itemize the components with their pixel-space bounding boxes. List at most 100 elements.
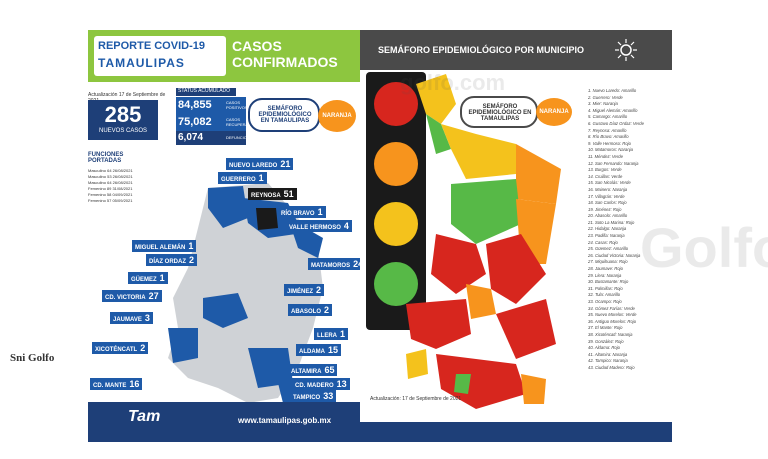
list-item: 12. San Fernando: Naranja bbox=[588, 160, 639, 166]
list-item: 32. Tula: Amarillo bbox=[588, 292, 621, 298]
city-name: CD. VICTORIA bbox=[105, 295, 146, 301]
city-count: 1 bbox=[317, 207, 323, 217]
city-name: NUEVO LAREDO bbox=[229, 163, 278, 169]
list-item: 1. Nuevo Laredo: Amarillo bbox=[588, 88, 637, 93]
list-item: 16. Mainero: Naranja bbox=[588, 186, 628, 192]
list-item: 2. Guerrero: Verde bbox=[588, 94, 623, 100]
map-muni-green-gomezfarias bbox=[454, 374, 471, 394]
semaforo-box: SEMÁFORO EPIDEMIOLÓGICO EN TAMAULIPAS bbox=[248, 98, 320, 132]
list-item: 13. Burgos: Verde bbox=[588, 167, 622, 173]
city-name: RÍO BRAVO bbox=[281, 211, 315, 217]
map-region-reynosa-highlight bbox=[256, 208, 278, 230]
naranja-badge: NARANJA bbox=[536, 98, 572, 126]
stat-number: 84,855 bbox=[178, 99, 212, 111]
list-item: 20. Abasolo: Amarillo bbox=[588, 213, 628, 219]
city-label-aldama: ALDAMA 15 bbox=[296, 344, 342, 356]
list-item: 9. Valle Hermoso: Rojo bbox=[588, 140, 631, 146]
city-count: 51 bbox=[283, 189, 294, 199]
semaforo-text: SEMÁFORO EPIDEMIOLÓGICO EN TAMAULIPAS bbox=[468, 104, 532, 122]
list-item: 17. Villagrán: Verde bbox=[588, 193, 625, 199]
city-name: CD. MADERO bbox=[295, 383, 334, 389]
city-label-guerrero: GUERRERO 1 bbox=[218, 172, 267, 184]
list-item: 22. Hidalgo: Naranja bbox=[588, 226, 627, 232]
map-muni-red-center bbox=[486, 234, 546, 304]
list-item: 39. González: Rojo bbox=[588, 338, 624, 344]
city-count: 16 bbox=[129, 379, 140, 389]
city-name: CD. MANTE bbox=[93, 383, 127, 389]
city-label-nuevo-laredo: NUEVO LAREDO 21 bbox=[226, 158, 294, 170]
deaths-row: Masculino 64 26/08/2021 bbox=[88, 180, 133, 185]
city-label-matamoros: MATAMOROS24 bbox=[308, 258, 360, 270]
city-label-miguel-aleman: MIGUEL ALEMÁN 1 bbox=[132, 240, 197, 252]
city-label-valle-hermoso: VALLE HERMOSO 4 bbox=[286, 220, 352, 232]
municipality-semaforo-map bbox=[406, 74, 561, 409]
city-count: 21 bbox=[280, 159, 291, 169]
city-count: 2 bbox=[140, 343, 146, 353]
map-muni-red-southwest bbox=[406, 299, 471, 349]
corner-logo: Sni Golfo bbox=[10, 346, 110, 376]
city-count: 3 bbox=[144, 313, 150, 323]
list-item: 23. Padilla: Naranja bbox=[588, 233, 625, 239]
list-item: 40. Aldama: Rojo bbox=[588, 345, 620, 351]
map-muni-green-north bbox=[426, 114, 451, 154]
map-muni-orange-matamoros bbox=[516, 144, 561, 204]
city-count: 4 bbox=[343, 221, 349, 231]
list-item: 5. Camargo: Amarillo bbox=[588, 114, 628, 120]
map-region-victoria bbox=[203, 293, 248, 328]
city-label-cd-victoria: CD. VICTORIA 27 bbox=[102, 290, 162, 302]
list-item: 31. Palmillas: Rojo bbox=[588, 285, 623, 291]
list-item: 35. Nuevo Morelos: Verde bbox=[588, 312, 637, 318]
status-label: STATUS ACUMULADO bbox=[176, 88, 236, 96]
list-item: 14. Cruillas: Verde bbox=[588, 173, 623, 179]
list-item: 28. Jaumave: Rojo bbox=[588, 266, 623, 272]
deaths-row: Masculino 64 26/08/2021 bbox=[88, 168, 133, 173]
city-count: 2 bbox=[324, 305, 330, 315]
casos-line-1: CASOS bbox=[232, 38, 282, 54]
city-count: 27 bbox=[148, 291, 159, 301]
deaths-row: Femenino 89 31/08/2021 bbox=[88, 186, 133, 191]
stat-number: 75,082 bbox=[178, 116, 212, 128]
stat-label: CASOS RECUPERADOS bbox=[226, 117, 257, 127]
map-region-mante bbox=[168, 328, 198, 363]
city-count: 65 bbox=[324, 365, 335, 375]
semaforo-text: SEMÁFORO EPIDEMIOLÓGICO EN TAMAULIPAS bbox=[258, 106, 312, 124]
list-item: 6. Gustavo Díaz Ordaz: Verde bbox=[588, 120, 644, 126]
report-footer: Tam www.tamaulipas.gob.mx bbox=[88, 402, 360, 442]
city-label-diaz-ordaz: DÍAZ ORDAZ 2 bbox=[146, 254, 198, 266]
list-item: 37. El Mante: Rojo bbox=[588, 325, 623, 331]
deaths-row: Femenino 57 05/09/2021 bbox=[88, 198, 133, 203]
city-name: DÍAZ ORDAZ bbox=[149, 259, 186, 265]
map-muni-orange-victoria bbox=[466, 284, 496, 319]
municipality-list: 1. Nuevo Laredo: Amarillo 2. Guerrero: V… bbox=[588, 88, 672, 372]
semaforo-municipio-panel: SEMÁFORO EPIDEMIOLÓGICO POR MUNICIPIO SE… bbox=[360, 30, 672, 442]
stat-recuperados: 75,082 CASOS RECUPERADOS bbox=[176, 114, 257, 131]
tamaulipas-cases-map bbox=[168, 183, 323, 403]
report-subtitle: TAMAULIPAS bbox=[98, 56, 185, 70]
map-muni-red-west bbox=[431, 234, 486, 294]
report-header: REPORTE COVID-19 TAMAULIPAS CASOS CONFIR… bbox=[88, 30, 360, 82]
city-name: XICOTÉNCATL bbox=[95, 347, 138, 353]
map-muni-yellow-north bbox=[416, 74, 456, 124]
city-label-abasolo: ABASOLO 2 bbox=[288, 304, 333, 316]
update-date: Actualización: 17 de Septiembre de 2021 bbox=[370, 396, 462, 402]
list-item: 18. San Carlos: Rojo bbox=[588, 200, 627, 206]
city-label-altamira: ALTAMIRA 65 bbox=[288, 364, 338, 376]
stat-positivos: 84,855 CASOS POSITIVOS bbox=[176, 97, 248, 114]
golfo-watermark: Golfo bbox=[640, 216, 768, 279]
list-item: 7. Reynosa: Amarillo bbox=[588, 127, 627, 133]
city-name: ALTAMIRA bbox=[291, 369, 322, 375]
deaths-row: Masculino 53 26/08/2021 bbox=[88, 174, 133, 179]
city-label-rio-bravo: RÍO BRAVO 1 bbox=[278, 206, 326, 218]
list-item: 42. Tampico: Naranja bbox=[588, 358, 628, 364]
list-item: 38. Xicoténcatl: Naranja bbox=[588, 331, 633, 337]
city-name: GÜEMEZ bbox=[131, 277, 157, 283]
city-count: 13 bbox=[336, 379, 347, 389]
list-item: 8. Río Bravo: Amarillo bbox=[588, 134, 629, 140]
city-name: JIMÉNEZ bbox=[287, 289, 314, 295]
city-count: 1 bbox=[159, 273, 165, 283]
semaforo-box: SEMÁFORO EPIDEMIOLÓGICO EN TAMAULIPAS bbox=[460, 96, 538, 128]
list-item: 11. Méndez: Verde bbox=[588, 153, 623, 159]
new-cases-number: 285 bbox=[104, 102, 142, 127]
report-title-box: REPORTE COVID-19 TAMAULIPAS bbox=[94, 36, 226, 76]
footer-url[interactable]: www.tamaulipas.gob.mx bbox=[238, 416, 332, 425]
